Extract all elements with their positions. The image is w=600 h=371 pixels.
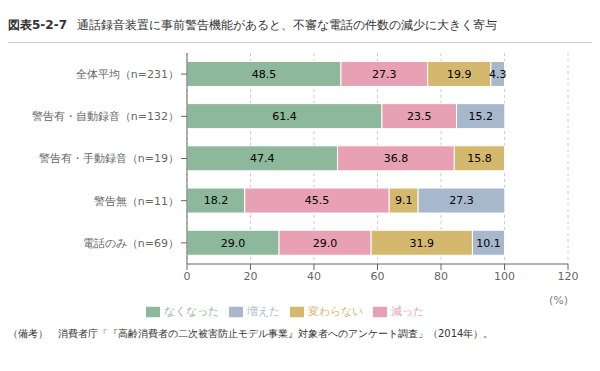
svg-text:61.4: 61.4: [272, 110, 297, 123]
svg-text:31.9: 31.9: [410, 237, 435, 250]
svg-text:15.2: 15.2: [468, 110, 493, 123]
svg-text:警告有・手動録音（n=19）: 警告有・手動録音（n=19）: [39, 152, 179, 165]
svg-text:警告無（n=11）: 警告無（n=11）: [94, 195, 179, 208]
svg-text:23.5: 23.5: [407, 110, 432, 123]
html-text:図表5-2-7: 図表5-2-7: [8, 17, 67, 32]
html-text:減った: 減った: [391, 305, 424, 318]
svg-text:20: 20: [244, 270, 258, 283]
svg-text:47.4: 47.4: [250, 152, 275, 165]
svg-text:48.5: 48.5: [252, 68, 277, 81]
svg-text:36.8: 36.8: [384, 152, 409, 165]
svg-text:120: 120: [558, 270, 579, 283]
svg-text:80: 80: [434, 270, 448, 283]
svg-text:29.0: 29.0: [313, 237, 338, 250]
svg-text:27.3: 27.3: [449, 194, 474, 207]
html-text:（備考） 消費者庁「『高齢消費者の二次被害防止モデル事業』対: （備考） 消費者庁「『高齢消費者の二次被害防止モデル事業』対象者へのアンケート調…: [8, 328, 494, 339]
html-text:増えた: 増えた: [247, 305, 280, 318]
svg-text:40: 40: [307, 270, 321, 283]
svg-text:電話のみ（n=69）: 電話のみ（n=69）: [83, 237, 179, 250]
svg-text:27.3: 27.3: [372, 68, 397, 81]
svg-text:(%): (%): [549, 294, 568, 307]
svg-text:4.3: 4.3: [489, 68, 507, 81]
html-text:変わらない: 変わらない: [308, 305, 363, 318]
svg-text:10.1: 10.1: [476, 237, 501, 250]
svg-text:全体平均（n=231）: 全体平均（n=231）: [76, 68, 179, 81]
svg-text:0: 0: [184, 270, 191, 283]
svg-text:18.2: 18.2: [204, 194, 229, 207]
svg-text:19.9: 19.9: [447, 68, 472, 81]
html-text:なくなった: なくなった: [164, 305, 219, 318]
svg-text:9.1: 9.1: [395, 194, 413, 207]
svg-text:100: 100: [494, 270, 515, 283]
svg-text:29.0: 29.0: [221, 237, 246, 250]
html-text:通話録音装置に事前警告機能があると、不審な電話の件数の減少に: 通話録音装置に事前警告機能があると、不審な電話の件数の減少に大きく寄与: [77, 17, 497, 32]
svg-text:警告有・自動録音（n=132）: 警告有・自動録音（n=132）: [32, 110, 179, 123]
svg-text:15.8: 15.8: [467, 152, 492, 165]
svg-text:60: 60: [371, 270, 385, 283]
svg-text:45.5: 45.5: [305, 194, 330, 207]
